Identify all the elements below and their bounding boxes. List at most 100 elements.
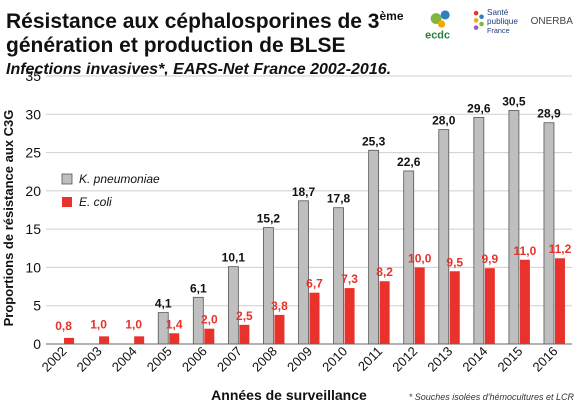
data-label-ecoli: 10,0 <box>408 251 432 265</box>
bar-kpneumoniae <box>333 207 344 345</box>
bar-ecoli <box>99 336 110 344</box>
bar-ecoli <box>554 258 565 344</box>
x-tick-label: 2014 <box>459 344 490 375</box>
data-label-ecoli: 11,0 <box>514 244 537 258</box>
y-tick-label: 30 <box>25 106 41 122</box>
x-tick-label: 2012 <box>389 344 420 375</box>
bar-ecoli <box>519 259 530 344</box>
sante-publique-france-logo: Santé publique France <box>473 8 518 35</box>
bar-kpneumoniae <box>368 149 380 345</box>
gridlines <box>46 75 572 307</box>
bar-kpneumoniae <box>508 110 520 345</box>
data-label-ecoli: 6,7 <box>306 277 323 291</box>
data-label-kpneumoniae: 4,1 <box>155 297 172 311</box>
data-label-ecoli: 1,0 <box>125 317 142 331</box>
y-tick-label: 15 <box>25 221 41 237</box>
chart-subtitle: Infections invasives*, EARS-Net France 2… <box>6 61 392 78</box>
data-label-ecoli: 3,8 <box>271 299 288 313</box>
bar-kpneumoniae <box>403 170 415 345</box>
bar-kpneumoniae <box>157 312 169 345</box>
data-label-kpneumoniae: 18,7 <box>292 185 316 199</box>
data-label-kpneumoniae: 28,0 <box>432 114 456 128</box>
legend-swatch-ecoli <box>62 197 72 207</box>
x-tick-label: 2016 <box>530 344 561 375</box>
bar-ecoli <box>134 336 145 344</box>
data-label-kpneumoniae: 15,2 <box>257 212 281 226</box>
x-tick-label: 2009 <box>284 344 315 375</box>
spf-line3: France <box>487 26 510 35</box>
data-label-ecoli: 7,3 <box>341 272 358 286</box>
bar-ecoli <box>484 268 495 344</box>
legend-swatch-kpn <box>61 173 73 185</box>
data-label-kpneumoniae: 28,9 <box>537 107 561 121</box>
data-label-ecoli: 9,9 <box>481 252 498 266</box>
bar-ecoli <box>274 314 285 344</box>
bar-kpneumoniae <box>192 296 204 345</box>
data-label-ecoli: 11,2 <box>549 242 572 256</box>
bar-kpneumoniae <box>473 116 485 345</box>
bar-ecoli <box>204 328 215 344</box>
x-axis-label: Années de surveillance <box>211 387 367 403</box>
bar-ecoli <box>414 267 425 344</box>
chart-title: Résistance aux céphalosporines de 3ème <box>6 4 426 34</box>
title-line1: Résistance aux céphalosporines de 3 <box>6 10 380 33</box>
bar-ecoli <box>239 324 250 344</box>
data-label-kpneumoniae: 25,3 <box>362 134 386 148</box>
x-tick-label: 2004 <box>109 344 140 375</box>
bars <box>64 110 565 345</box>
bar-ecoli <box>169 333 180 344</box>
data-label-kpneumoniae: 29,6 <box>467 101 491 115</box>
legend-label-kpn: K. pneumoniae <box>79 172 160 186</box>
ecdc-logo: ecdc <box>425 10 450 42</box>
data-label-ecoli: 0,8 <box>55 319 72 333</box>
bar-kpneumoniae <box>263 227 274 345</box>
x-axis-ticks: 2002 2003 2004 2005 2006 2007 2008 2009 2010 2011… <box>39 344 561 375</box>
ecdc-text: ecdc <box>425 30 450 42</box>
y-tick-label: 25 <box>25 145 41 161</box>
legend: K. pneumoniae E. coli <box>61 172 160 209</box>
data-labels: 0,8 1,0 1,0 4,1 1,4 6,1 2,0 10,1 2,5 15,2 3,8 18,7 6… <box>55 94 571 332</box>
data-label-ecoli: 2,5 <box>236 309 253 323</box>
title-block: Résistance aux céphalosporines de 3ème g… <box>6 4 426 80</box>
x-tick-label: 2011 <box>355 344 385 374</box>
data-label-ecoli: 9,5 <box>446 255 463 269</box>
y-tick-label: 5 <box>33 298 41 314</box>
y-tick-label: 20 <box>25 183 41 199</box>
data-label-ecoli: 1,4 <box>166 317 183 331</box>
data-label-kpneumoniae: 10,1 <box>222 251 246 265</box>
onerba-logo: ONERBA <box>531 16 574 27</box>
bar-kpneumoniae <box>227 266 239 345</box>
bar-ecoli <box>379 281 390 344</box>
logos: ecdc Santé publique France ONERBA <box>425 8 574 42</box>
data-label-kpneumoniae: 22,6 <box>397 155 421 169</box>
bar-ecoli <box>309 292 320 344</box>
x-tick-label: 2006 <box>179 344 210 375</box>
spf-line2: publique <box>487 17 518 26</box>
y-tick-label: 0 <box>33 336 41 352</box>
data-label-kpneumoniae: 6,1 <box>190 281 207 295</box>
bar-ecoli <box>344 288 355 344</box>
footnote: * Souches isolées d'hémocultures et LCR <box>408 392 574 402</box>
data-label-kpneumoniae: 30,5 <box>502 94 526 108</box>
x-tick-label: 2008 <box>249 344 280 375</box>
y-tick-label: 10 <box>25 259 41 275</box>
bar-ecoli <box>449 271 460 344</box>
x-tick-label: 2003 <box>74 344 105 375</box>
y-axis-label: Proportions de résistance aux C3G <box>1 110 16 327</box>
onerba-text: ONERBA <box>531 16 574 27</box>
bar-kpneumoniae <box>438 129 450 345</box>
data-label-ecoli: 2,0 <box>201 313 218 327</box>
x-tick-label: 2013 <box>424 344 455 375</box>
x-tick-label: 2005 <box>144 344 175 375</box>
data-label-ecoli: 8,2 <box>376 265 393 279</box>
bar-ecoli <box>64 337 75 344</box>
data-label-ecoli: 1,0 <box>90 317 107 331</box>
x-tick-label: 2007 <box>214 344 245 375</box>
bar-kpneumoniae <box>543 122 555 345</box>
x-tick-label: 2015 <box>494 344 525 375</box>
title-sup: ème <box>379 9 404 23</box>
legend-label-ecoli: E. coli <box>79 195 112 209</box>
chart-title-line2: génération et production de BLSE <box>6 34 346 57</box>
data-label-kpneumoniae: 17,8 <box>327 192 351 206</box>
